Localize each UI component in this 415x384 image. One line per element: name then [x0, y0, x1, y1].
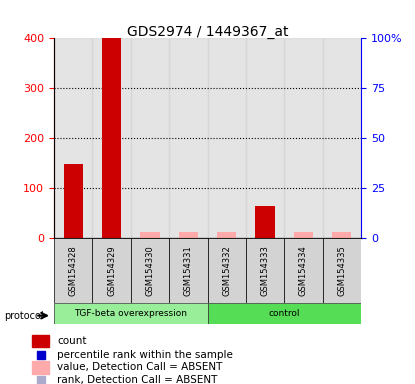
- Text: GSM154330: GSM154330: [145, 245, 154, 296]
- Bar: [32, 334, 49, 348]
- Text: protocol: protocol: [4, 311, 44, 321]
- Bar: [54, 38, 92, 238]
- Bar: [323, 38, 361, 238]
- Bar: [169, 238, 208, 303]
- Text: GDS2974 / 1449367_at: GDS2974 / 1449367_at: [127, 25, 288, 39]
- Bar: [131, 38, 169, 238]
- Bar: [208, 303, 361, 324]
- Text: GSM154328: GSM154328: [68, 245, 78, 296]
- Bar: [140, 232, 159, 238]
- Text: TGF-beta overexpression: TGF-beta overexpression: [74, 310, 187, 318]
- Text: GSM154332: GSM154332: [222, 245, 231, 296]
- Bar: [169, 38, 208, 238]
- Text: rank, Detection Call = ABSENT: rank, Detection Call = ABSENT: [57, 375, 217, 384]
- Bar: [246, 238, 284, 303]
- Bar: [217, 232, 236, 238]
- Bar: [32, 361, 49, 374]
- Text: count: count: [57, 336, 86, 346]
- Bar: [208, 38, 246, 238]
- Bar: [131, 238, 169, 303]
- Bar: [256, 206, 275, 238]
- Bar: [246, 38, 284, 238]
- Text: value, Detection Call = ABSENT: value, Detection Call = ABSENT: [57, 362, 222, 372]
- Bar: [332, 232, 352, 238]
- Text: GSM154331: GSM154331: [184, 245, 193, 296]
- Bar: [93, 38, 131, 238]
- Bar: [93, 238, 131, 303]
- Bar: [63, 164, 83, 238]
- Text: GSM154333: GSM154333: [261, 245, 270, 296]
- Bar: [284, 238, 323, 303]
- Text: GSM154335: GSM154335: [337, 245, 347, 296]
- Bar: [54, 303, 208, 324]
- Bar: [54, 238, 92, 303]
- Bar: [179, 232, 198, 238]
- Text: percentile rank within the sample: percentile rank within the sample: [57, 350, 233, 360]
- Text: GSM154334: GSM154334: [299, 245, 308, 296]
- Bar: [323, 238, 361, 303]
- Bar: [284, 38, 323, 238]
- Bar: [294, 232, 313, 238]
- Text: GSM154329: GSM154329: [107, 245, 116, 296]
- Bar: [208, 238, 246, 303]
- Text: control: control: [269, 310, 300, 318]
- Bar: [102, 38, 121, 238]
